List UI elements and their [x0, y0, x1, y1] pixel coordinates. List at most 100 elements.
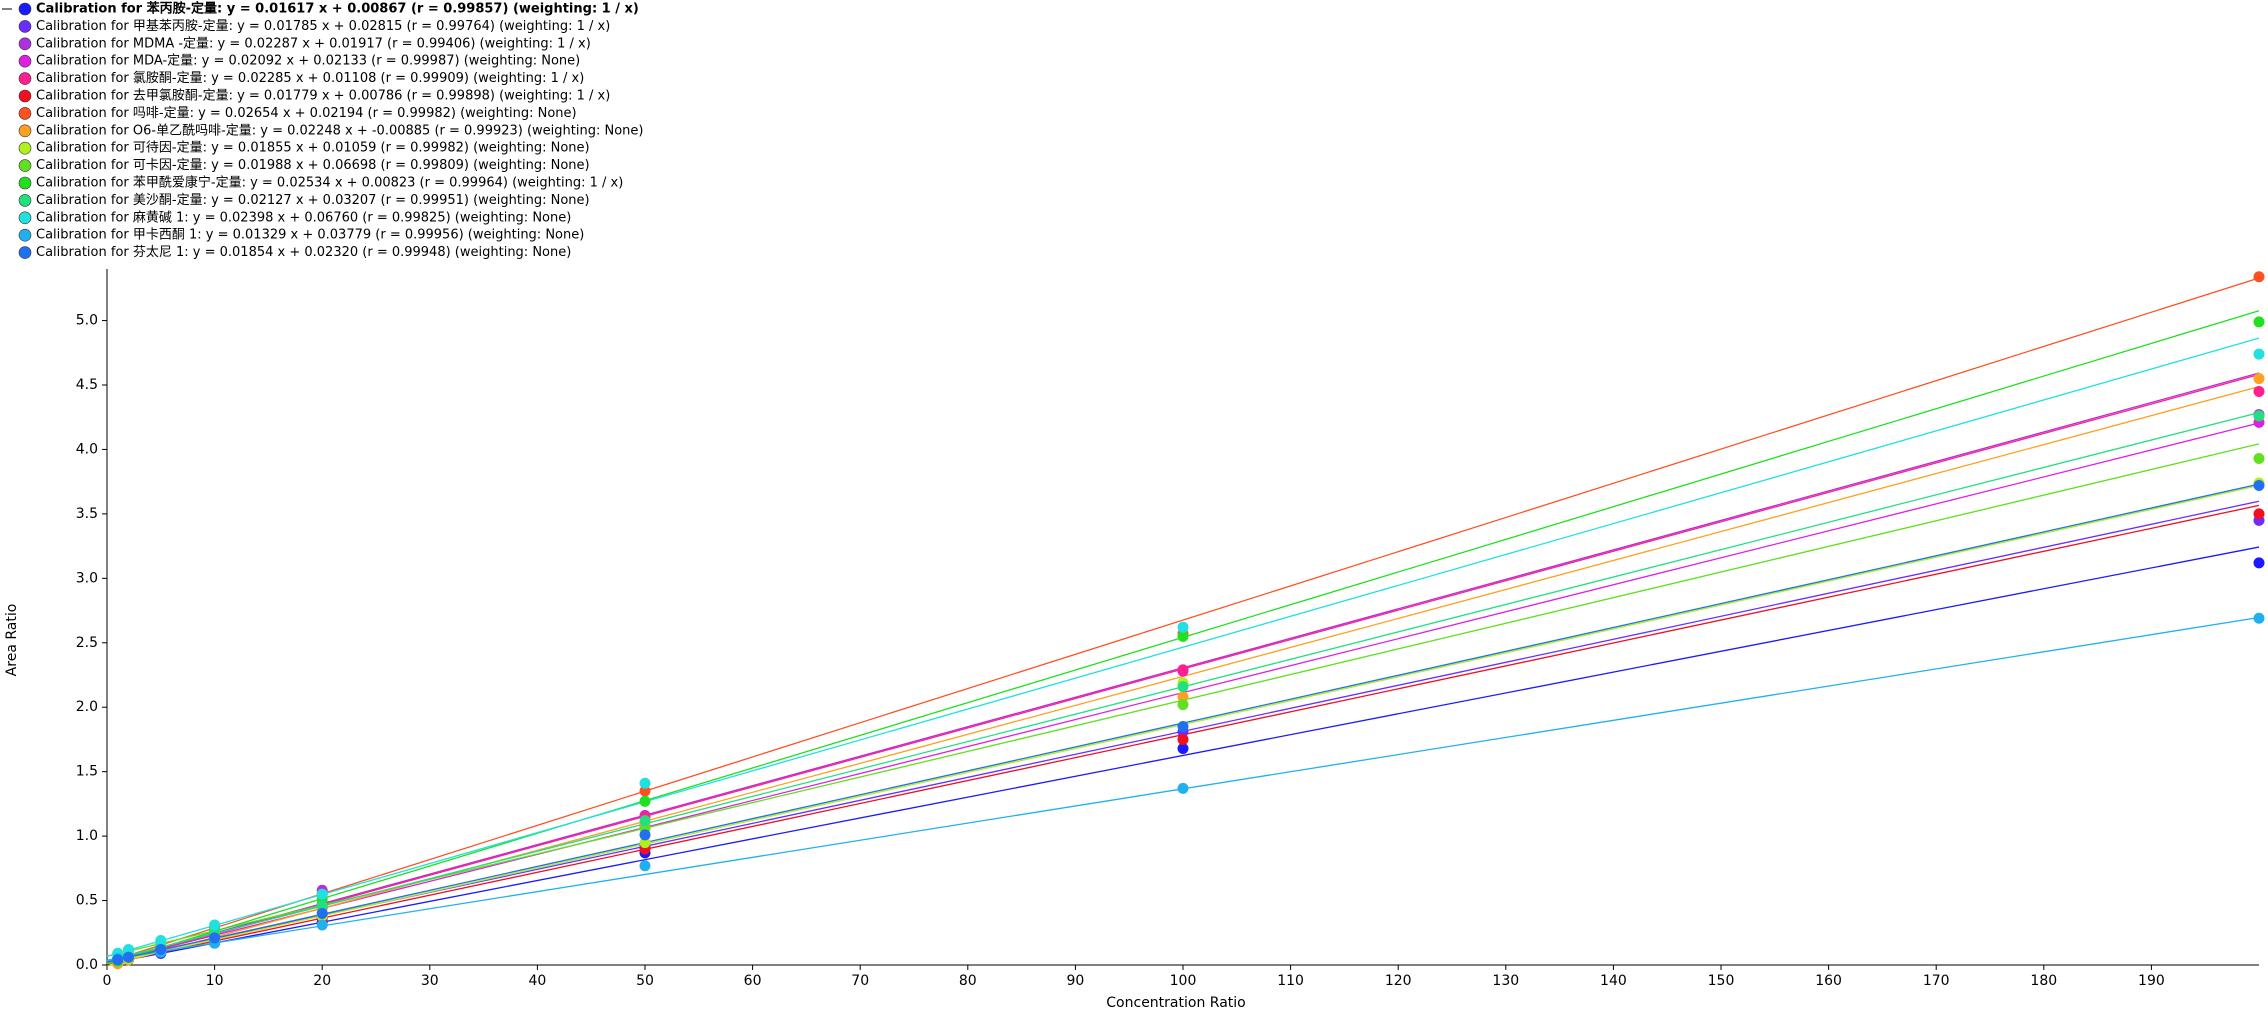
legend-marker — [18, 107, 32, 120]
data-point — [2253, 508, 2265, 520]
legend-label: Calibration for 麻黄碱 1: y = 0.02398 x + 0… — [36, 210, 571, 225]
legend-marker — [18, 194, 32, 207]
y-tick-label: 5.0 — [76, 313, 98, 329]
data-point — [316, 907, 328, 919]
data-point — [639, 815, 651, 827]
x-tick-label: 100 — [1170, 973, 1197, 989]
data-point — [2253, 348, 2265, 360]
x-tick-label: 160 — [1815, 973, 1842, 989]
x-tick-label: 30 — [421, 973, 439, 989]
data-point — [639, 860, 651, 872]
legend-marker — [18, 124, 32, 138]
legend-label: Calibration for 美沙酮-定量: y = 0.02127 x + … — [36, 193, 590, 208]
data-point — [209, 932, 221, 944]
x-tick-label: 50 — [636, 973, 654, 989]
legend-label: Calibration for 吗啡-定量: y = 0.02654 x + 0… — [36, 106, 577, 121]
legend-marker — [18, 89, 32, 103]
data-point — [2253, 316, 2265, 328]
legend-label: Calibration for 苯丙胺-定量: y = 0.01617 x + … — [36, 1, 639, 17]
x-tick-label: 110 — [1277, 973, 1304, 989]
legend-marker — [18, 159, 32, 172]
legend-marker — [18, 228, 32, 242]
legend-label: Calibration for 甲卡西酮 1: y = 0.01329 x + … — [36, 228, 584, 243]
legend-marker — [18, 246, 32, 259]
x-tick-label: 20 — [313, 973, 331, 989]
legend-label: Calibration for 甲基苯丙胺-定量: y = 0.01785 x … — [36, 19, 610, 34]
x-tick-label: 80 — [959, 973, 977, 989]
data-point — [316, 900, 328, 912]
x-tick-label: 170 — [1923, 973, 1950, 989]
x-tick-label: 0 — [103, 973, 112, 989]
legend-label: Calibration for 氯胺酮-定量: y = 0.02285 x + … — [36, 71, 584, 86]
legend-label: Calibration for 去甲氯胺酮-定量: y = 0.01779 x … — [36, 89, 610, 104]
data-point — [1177, 742, 1189, 754]
y-tick-label: 0.0 — [76, 957, 98, 973]
legend-marker — [18, 72, 32, 85]
y-tick-label: 2.0 — [76, 699, 98, 715]
y-tick-label: 3.0 — [76, 570, 98, 586]
data-point — [639, 837, 651, 849]
data-point — [1177, 630, 1189, 642]
data-point — [639, 785, 651, 797]
data-point — [209, 919, 221, 931]
data-point — [2253, 557, 2265, 569]
data-point — [155, 944, 167, 956]
data-point — [1177, 782, 1189, 794]
x-axis-label: Concentration Ratio — [1106, 995, 1245, 1011]
legend-marker — [18, 20, 32, 33]
data-point — [1177, 664, 1189, 676]
fit-line — [106, 337, 2260, 957]
x-tick-label: 130 — [1492, 973, 1519, 989]
data-point — [1177, 721, 1189, 733]
data-point — [1177, 699, 1189, 711]
data-point — [639, 777, 651, 789]
x-tick-label: 190 — [2138, 973, 2165, 989]
y-tick-label: 1.5 — [76, 764, 98, 780]
data-point — [2253, 271, 2265, 283]
data-point — [123, 951, 135, 963]
x-tick-label: 70 — [851, 973, 869, 989]
y-tick-label: 3.5 — [76, 506, 98, 522]
x-tick-label: 60 — [744, 973, 762, 989]
x-tick-label: 180 — [2030, 973, 2057, 989]
x-tick-label: 140 — [1600, 973, 1627, 989]
legend-label: Calibration for 芬太尼 1: y = 0.01854 x + 0… — [36, 245, 571, 260]
y-tick-label: 2.5 — [76, 635, 98, 651]
y-tick-label: 1.0 — [76, 828, 98, 844]
y-axis-label: Area Ratio — [4, 604, 20, 677]
data-point — [2253, 410, 2265, 422]
data-point — [123, 944, 135, 956]
data-point — [2253, 480, 2265, 492]
data-point — [1177, 681, 1189, 693]
data-point — [316, 888, 328, 900]
data-point — [2253, 612, 2265, 624]
fit-line — [106, 277, 2260, 963]
data-point — [316, 919, 328, 931]
data-point — [112, 954, 124, 966]
data-point — [1177, 621, 1189, 633]
fit-line — [106, 546, 2260, 965]
data-point — [639, 795, 651, 807]
legend-marker — [18, 37, 32, 51]
y-tick-label: 4.0 — [76, 441, 98, 457]
legend-label: Calibration for 可待因-定量: y = 0.01855 x + … — [36, 141, 590, 156]
legend-marker — [18, 141, 32, 155]
data-point — [155, 935, 167, 947]
x-tick-label: 40 — [528, 973, 546, 989]
x-tick-label: 150 — [1708, 973, 1735, 989]
legend-marker — [18, 2, 32, 16]
data-point — [2253, 373, 2265, 385]
data-point — [2253, 385, 2265, 397]
legend-label: Calibration for MDMA -定量: y = 0.02287 x … — [36, 36, 591, 51]
legend-label: Calibration for 苯甲酰爱康宁-定量: y = 0.02534 x… — [36, 175, 623, 191]
data-point — [1177, 691, 1189, 703]
legend-label: Calibration for 可卡因-定量: y = 0.01988 x + … — [36, 158, 590, 173]
data-point — [1177, 733, 1189, 745]
legend-marker — [18, 54, 32, 68]
x-tick-label: 10 — [206, 973, 224, 989]
legend-marker — [18, 176, 32, 190]
legend-marker — [18, 211, 32, 225]
data-point — [639, 829, 651, 841]
y-tick-label: 0.5 — [76, 893, 98, 909]
